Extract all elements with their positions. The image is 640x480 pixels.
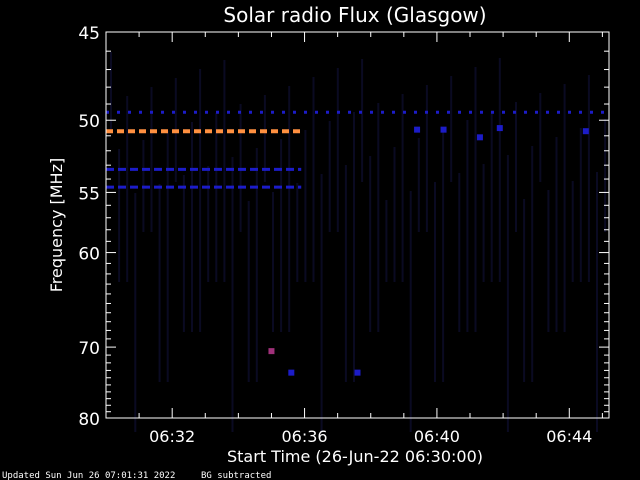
noise-streak [539, 93, 542, 182]
noise-streak [110, 52, 112, 132]
noise-streak [223, 60, 226, 282]
noise-streak [118, 149, 121, 282]
noise-texture [110, 52, 607, 432]
emission-spot [582, 128, 589, 135]
emission-spot [354, 369, 361, 376]
noise-streak [450, 76, 453, 182]
noise-streak [417, 138, 420, 232]
noise-streak [191, 122, 193, 332]
noise-streak [361, 59, 364, 182]
y-tick-label: 80 [78, 410, 100, 430]
noise-streak [547, 190, 550, 332]
noise-streak [328, 121, 331, 232]
noise-streak [126, 96, 129, 282]
x-tick-label: 06:32 [149, 427, 195, 446]
noise-streak [571, 181, 574, 282]
noise-streak [425, 85, 428, 232]
x-tick-label: 06:36 [281, 427, 327, 446]
noise-streak [255, 148, 258, 382]
emission-spot [414, 126, 421, 133]
x-tick-label: 06:40 [414, 427, 460, 446]
emission-spot [496, 125, 503, 132]
noise-streak [336, 68, 339, 232]
noise-streak [320, 174, 323, 432]
noise-streak [401, 94, 404, 282]
plot-area: 45 50 55 60 70 80 06:32 06:36 06:40 06:44 [78, 24, 610, 446]
noise-streak [393, 147, 396, 282]
plot-frame [105, 31, 610, 419]
x-axis-label: Start Time (26-Jun-22 06:30:00) [227, 447, 483, 466]
noise-streak [369, 156, 372, 332]
noise-streak [247, 201, 250, 382]
noise-streak [280, 139, 283, 332]
noise-streak [579, 128, 582, 282]
noise-streak [604, 119, 607, 232]
noise-streak [555, 137, 558, 332]
noise-streak [474, 67, 477, 332]
noise-streak [531, 146, 534, 382]
noise-streak [458, 173, 461, 332]
noise-streak [158, 184, 161, 382]
noise-streak [466, 120, 469, 332]
noise-streak [166, 131, 169, 382]
noise-streak [312, 77, 315, 282]
noise-streak [409, 191, 412, 432]
footer-updated: Updated Sun Jun 26 07:01:31 2022 [2, 471, 175, 480]
noise-streak [498, 58, 501, 282]
noise-streak [182, 175, 185, 332]
emission-spot [476, 134, 483, 141]
y-tick-label: 45 [78, 24, 100, 44]
noise-streak [482, 164, 485, 282]
emission-spot [440, 126, 447, 133]
noise-streak [231, 157, 234, 432]
noise-streak [353, 112, 355, 382]
noise-streak [296, 183, 299, 282]
noise-streak [288, 86, 291, 332]
noise-streak [523, 199, 526, 382]
emission-spot [268, 348, 275, 355]
noise-streak [434, 182, 436, 382]
x-tick-label: 06:44 [546, 427, 592, 446]
noise-streak [272, 192, 274, 332]
noise-streak [442, 129, 445, 382]
y-tick-label: 50 [78, 112, 100, 132]
y-axis-label: Frequency [MHz] [47, 158, 66, 292]
noise-streak [506, 155, 509, 432]
y-tick-label: 60 [78, 245, 100, 265]
noise-streak [215, 113, 218, 282]
noise-streak [207, 166, 210, 282]
footer-note: BG subtracted [201, 471, 271, 480]
noise-streak [385, 200, 388, 282]
noise-streak [587, 75, 590, 282]
noise-streak [596, 172, 598, 432]
noise-streak [304, 130, 307, 282]
noise-streak [377, 103, 380, 332]
noise-streak [515, 102, 517, 232]
emission-spot [288, 369, 295, 376]
noise-streak [563, 84, 566, 332]
noise-streak [199, 69, 202, 332]
y-tick-label: 55 [78, 184, 100, 204]
y-tick-label: 70 [78, 339, 100, 359]
noise-streak [134, 193, 137, 432]
noise-streak [490, 111, 493, 282]
noise-streak [150, 87, 153, 232]
chart-title: Solar radio Flux (Glasgow) [223, 3, 486, 27]
noise-streak [344, 165, 347, 382]
noise-streak [263, 95, 266, 182]
